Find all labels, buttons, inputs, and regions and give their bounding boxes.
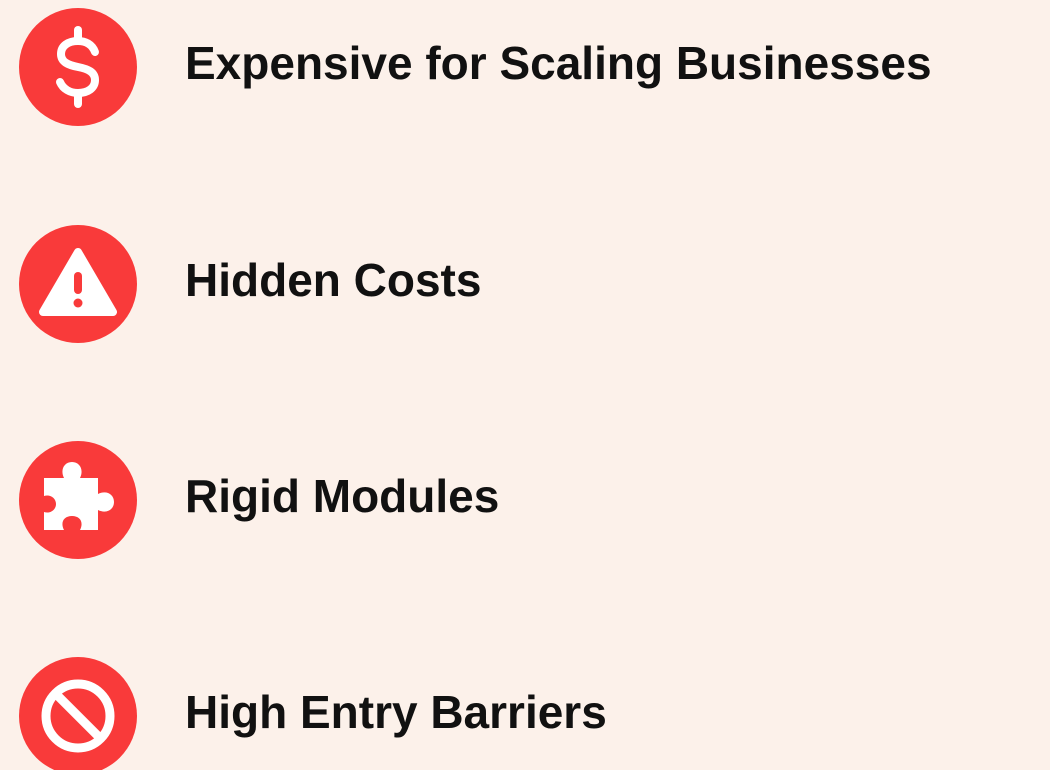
- item-label: Rigid Modules: [185, 470, 499, 522]
- list-item: Expensive for Scaling Businesses: [19, 8, 932, 126]
- item-label: Hidden Costs: [185, 254, 481, 306]
- item-label: High Entry Barriers: [185, 686, 607, 738]
- list-item: High Entry Barriers: [19, 657, 607, 770]
- list-item: Rigid Modules: [19, 441, 499, 559]
- list-item: Hidden Costs: [19, 225, 481, 343]
- item-label: Expensive for Scaling Businesses: [185, 37, 932, 89]
- puzzle-icon: [44, 462, 114, 530]
- ban-icon: [41, 679, 115, 753]
- dollar-icon: [56, 26, 99, 108]
- warning-icon: [39, 248, 117, 316]
